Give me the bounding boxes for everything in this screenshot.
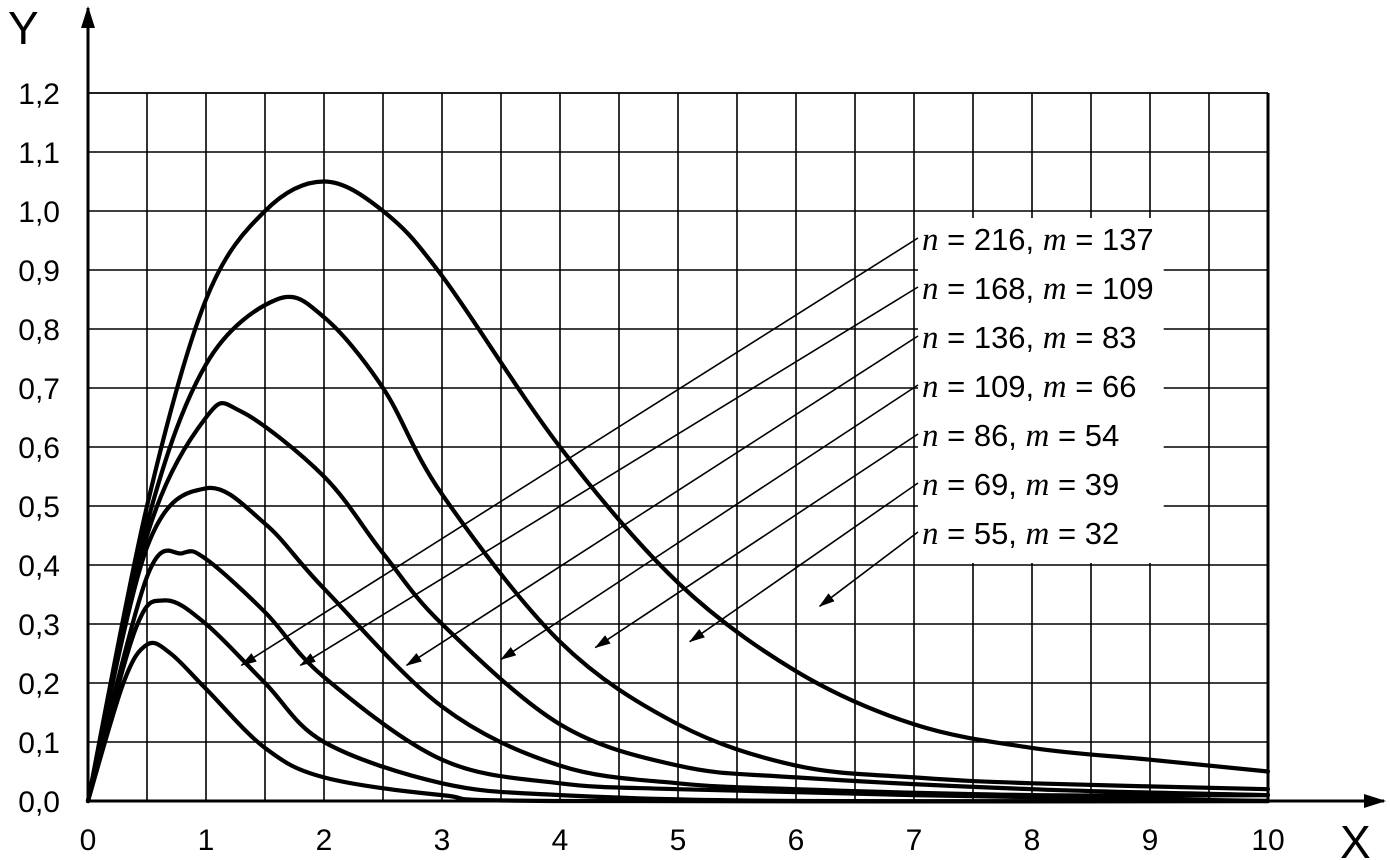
legend-leader-arrow-n136 — [405, 335, 919, 666]
legend-label-n55-m32: n = 55, m = 32 — [922, 516, 1119, 552]
legend-eq-n: = 86, — [939, 418, 1026, 453]
legend-leader-arrow-n109 — [500, 384, 919, 661]
legend-label-n69-m39: n = 69, m = 39 — [922, 467, 1119, 503]
y-tick-label-8: 0,8 — [18, 314, 60, 347]
x-tick-label-7: 7 — [906, 824, 923, 857]
legend-var-m: m — [1043, 369, 1067, 405]
y-tick-label-0: 0,0 — [18, 786, 60, 819]
legend-eq-n: = 136, — [939, 320, 1043, 355]
legend-leader-arrow-n55 — [818, 531, 919, 607]
legend-var-n: n — [922, 369, 939, 405]
legend-label-n109-m66: n = 109, m = 66 — [922, 369, 1136, 405]
x-tick-label-2: 2 — [316, 824, 333, 857]
legend-eq-n: = 69, — [939, 467, 1026, 502]
y-tick-label-6: 0,6 — [18, 432, 60, 465]
legend-eq-m: = 32 — [1049, 516, 1119, 551]
legend-leader-arrow-n69 — [688, 482, 919, 643]
legend-var-m: m — [1043, 222, 1067, 258]
legend-eq-m: = 39 — [1049, 467, 1119, 502]
x-tick-label-3: 3 — [434, 824, 451, 857]
x-tick-label-10: 10 — [1251, 824, 1284, 857]
series-line-n216-m137 — [85, 179, 1271, 804]
y-tick-label-2: 0,2 — [18, 668, 60, 701]
legend-var-m: m — [1043, 271, 1067, 307]
axes — [81, 6, 1386, 808]
series-line-n136-m83 — [85, 401, 1271, 804]
x-tick-label-8: 8 — [1024, 824, 1041, 857]
legend-leader-arrow-n86 — [594, 433, 919, 649]
legend-leader-arrow-n168 — [299, 286, 919, 666]
series-line-n86-m54 — [85, 548, 1271, 804]
x-tick-label-6: 6 — [788, 824, 805, 857]
legend-var-n: n — [922, 271, 939, 307]
legend-label-n136-m83: n = 136, m = 83 — [922, 320, 1136, 356]
legend-var-n: n — [922, 516, 939, 552]
y-tick-label-4: 0,4 — [18, 550, 60, 583]
y-axis-title: Y — [8, 2, 39, 54]
legend-var-n: n — [922, 320, 939, 356]
legend-var-m: m — [1026, 467, 1050, 503]
x-tick-label-0: 0 — [80, 824, 97, 857]
y-tick-label-3: 0,3 — [18, 609, 60, 642]
legend-var-m: m — [1026, 516, 1050, 552]
y-tick-label-5: 0,5 — [18, 491, 60, 524]
series-line-n109-m66 — [85, 485, 1271, 804]
legend-eq-n: = 216, — [939, 222, 1043, 257]
legend-leaders — [240, 237, 919, 666]
legend-eq-m: = 83 — [1067, 320, 1137, 355]
legend-var-m: m — [1043, 320, 1067, 356]
legend-eq-n: = 168, — [939, 271, 1043, 306]
y-tick-label-11: 1,1 — [18, 137, 60, 170]
x-tick-label-5: 5 — [670, 824, 687, 857]
legend-eq-m: = 54 — [1049, 418, 1119, 453]
legend-eq-n: = 109, — [939, 369, 1043, 404]
legend-var-n: n — [922, 222, 939, 258]
series-line-n168-m109 — [85, 294, 1271, 804]
legend-leader-arrow-n216 — [240, 237, 919, 666]
legend-label-n216-m137: n = 216, m = 137 — [922, 222, 1154, 258]
legend-var-n: n — [922, 418, 939, 454]
legend-background — [918, 218, 1164, 563]
y-tick-label-9: 0,9 — [18, 255, 60, 288]
legend-label-n86-m54: n = 86, m = 54 — [922, 418, 1119, 454]
legend-label-n168-m109: n = 168, m = 109 — [922, 271, 1154, 307]
y-tick-label-1: 0,1 — [18, 727, 60, 760]
y-tick-label-12: 1,2 — [18, 78, 60, 111]
legend-var-n: n — [922, 467, 939, 503]
x-tick-label-9: 9 — [1142, 824, 1159, 857]
legend-eq-m: = 109 — [1067, 271, 1154, 306]
legend-eq-n: = 55, — [939, 516, 1026, 551]
x-tick-label-1: 1 — [198, 824, 215, 857]
legend-var-m: m — [1026, 418, 1050, 454]
legend-eq-m: = 66 — [1067, 369, 1137, 404]
legend-eq-m: = 137 — [1067, 222, 1154, 257]
y-tick-label-7: 0,7 — [18, 373, 60, 406]
x-tick-label-4: 4 — [552, 824, 569, 857]
y-tick-label-10: 1,0 — [18, 196, 60, 229]
x-axis-title: X — [1340, 816, 1371, 860]
tick-labels: 0 1 2 3 4 5 6 7 8 9 10 0,0 0,1 0,2 0,3 0,4 0,5 0,6 0,7 0,8 0… — [18, 78, 1284, 857]
